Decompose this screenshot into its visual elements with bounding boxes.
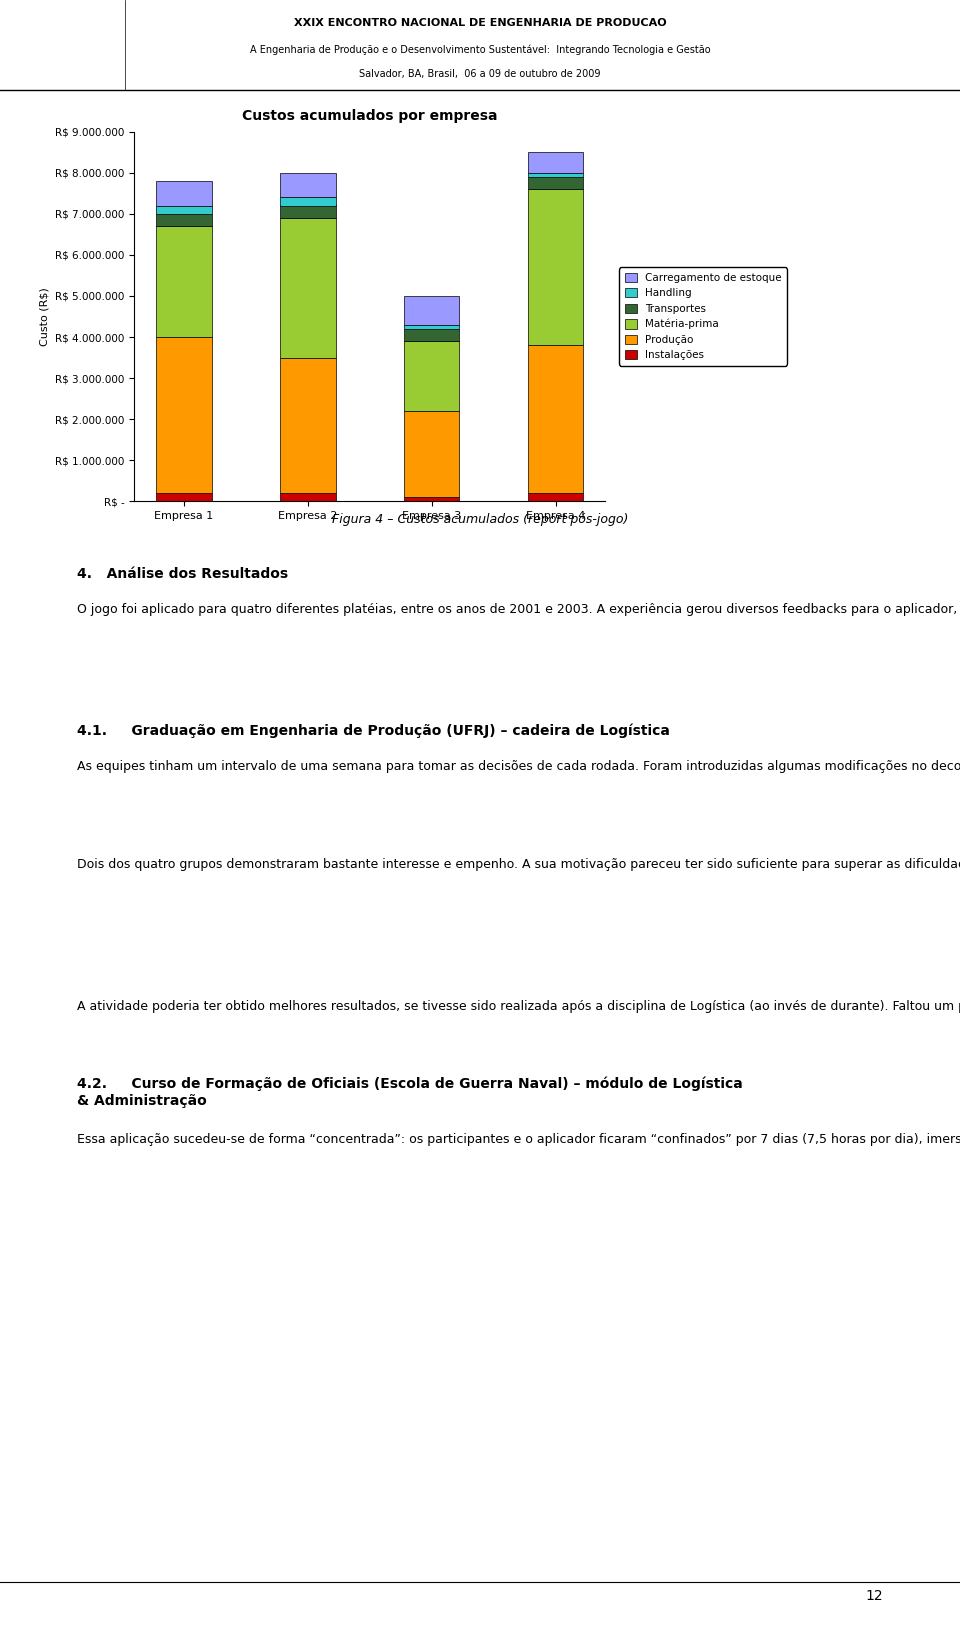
- Bar: [404, 326, 460, 329]
- Bar: [156, 227, 211, 337]
- Text: 4.   Análise dos Resultados: 4. Análise dos Resultados: [77, 567, 288, 582]
- Text: Salvador, BA, Brasil,  06 a 09 de outubro de 2009: Salvador, BA, Brasil, 06 a 09 de outubro…: [359, 69, 601, 79]
- Text: O jogo foi aplicado para quatro diferentes platéias, entre os anos de 2001 e 200: O jogo foi aplicado para quatro diferent…: [77, 603, 960, 616]
- Text: A Engenharia de Produção e o Desenvolvimento Sustentável:  Integrando Tecnologia: A Engenharia de Produção e o Desenvolvim…: [250, 44, 710, 54]
- Bar: [528, 153, 584, 173]
- Bar: [528, 189, 584, 345]
- Legend: Carregamento de estoque, Handling, Transportes, Matéria-prima, Produção, Instala: Carregamento de estoque, Handling, Trans…: [619, 268, 787, 365]
- Bar: [279, 173, 335, 197]
- Bar: [279, 206, 335, 219]
- Bar: [404, 342, 460, 411]
- Bar: [404, 329, 460, 342]
- Bar: [156, 337, 211, 493]
- Text: As equipes tinham um intervalo de uma semana para tomar as decisões de cada roda: As equipes tinham um intervalo de uma se…: [77, 760, 960, 773]
- Text: A atividade poderia ter obtido melhores resultados, se tivesse sido realizada ap: A atividade poderia ter obtido melhores …: [77, 1000, 960, 1013]
- Bar: [156, 181, 211, 206]
- Text: Essa aplicação sucedeu-se de forma “concentrada”: os participantes e o aplicador: Essa aplicação sucedeu-se de forma “conc…: [77, 1133, 960, 1146]
- Text: 12: 12: [866, 1588, 883, 1603]
- Bar: [528, 173, 584, 178]
- Bar: [528, 345, 584, 493]
- Bar: [156, 214, 211, 227]
- Text: XXIX ENCONTRO NACIONAL DE ENGENHARIA DE PRODUCAO: XXIX ENCONTRO NACIONAL DE ENGENHARIA DE …: [294, 18, 666, 28]
- Bar: [404, 498, 460, 501]
- Y-axis label: Custo (R$): Custo (R$): [39, 288, 50, 345]
- Text: Dois dos quatro grupos demonstraram bastante interesse e empenho. A sua motivaçã: Dois dos quatro grupos demonstraram bast…: [77, 858, 960, 871]
- Bar: [279, 219, 335, 358]
- Bar: [404, 411, 460, 498]
- Bar: [404, 296, 460, 326]
- Bar: [528, 493, 584, 501]
- Text: 4.2.     Curso de Formação de Oficiais (Escola de Guerra Naval) – módulo de Logí: 4.2. Curso de Formação de Oficiais (Esco…: [77, 1077, 742, 1108]
- Bar: [279, 358, 335, 493]
- Text: 4.1.     Graduação em Engenharia de Produção (UFRJ) – cadeira de Logística: 4.1. Graduação em Engenharia de Produção…: [77, 723, 670, 738]
- Bar: [156, 206, 211, 214]
- Bar: [528, 178, 584, 189]
- Title: Custos acumulados por empresa: Custos acumulados por empresa: [242, 110, 497, 123]
- Bar: [279, 197, 335, 206]
- Bar: [156, 493, 211, 501]
- Bar: [279, 493, 335, 501]
- Text: Figura 4 – Custos acumulados (report pós-jogo): Figura 4 – Custos acumulados (report pós…: [332, 513, 628, 526]
